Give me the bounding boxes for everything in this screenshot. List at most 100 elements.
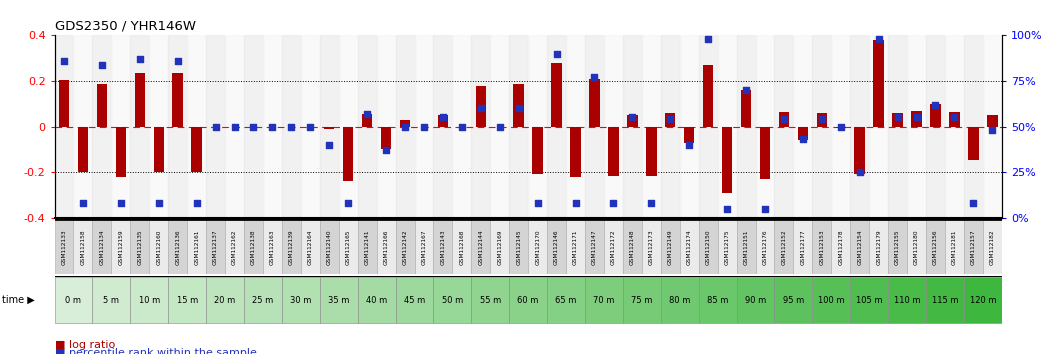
Bar	[115, 127, 126, 177]
Bar	[244, 277, 282, 323]
Bar	[244, 219, 263, 274]
Bar	[968, 127, 979, 160]
Bar	[414, 35, 433, 218]
Bar	[452, 35, 471, 218]
Bar	[661, 277, 699, 323]
Bar	[282, 277, 320, 323]
Text: GSM112147: GSM112147	[592, 229, 597, 265]
Bar	[168, 35, 187, 218]
Bar	[509, 277, 548, 323]
Bar	[358, 35, 377, 218]
Text: 75 m: 75 m	[631, 296, 652, 304]
Bar	[665, 113, 676, 127]
Point	[549, 51, 565, 56]
Bar	[774, 219, 793, 274]
Bar	[130, 219, 149, 274]
Point	[568, 200, 584, 206]
Point	[643, 200, 660, 206]
Text: GSM112181: GSM112181	[951, 229, 957, 265]
Text: GSM112176: GSM112176	[763, 229, 768, 265]
Point	[378, 147, 394, 153]
Bar	[699, 277, 736, 323]
Bar	[301, 35, 320, 218]
Text: 30 m: 30 m	[291, 296, 312, 304]
Bar	[566, 35, 585, 218]
Text: GSM112162: GSM112162	[232, 229, 237, 265]
Bar	[680, 219, 699, 274]
Text: GSM112136: GSM112136	[175, 229, 180, 265]
Bar	[92, 277, 130, 323]
Bar	[983, 219, 1002, 274]
Bar	[797, 127, 808, 140]
Bar	[964, 35, 983, 218]
Point	[984, 127, 1001, 133]
Bar	[926, 35, 945, 218]
Bar	[187, 219, 206, 274]
Bar	[414, 219, 433, 274]
Bar	[855, 127, 865, 175]
Bar	[874, 40, 884, 127]
Bar	[400, 120, 410, 127]
Bar	[514, 84, 523, 127]
Bar	[206, 277, 244, 323]
Bar	[111, 219, 130, 274]
Text: GSM112157: GSM112157	[971, 229, 976, 265]
Bar	[736, 219, 755, 274]
Text: GSM112155: GSM112155	[895, 229, 900, 265]
Bar	[395, 277, 433, 323]
Text: GSM112165: GSM112165	[346, 229, 350, 265]
Text: 80 m: 80 m	[669, 296, 690, 304]
Text: GSM112148: GSM112148	[629, 229, 635, 265]
Text: GSM112180: GSM112180	[914, 229, 919, 265]
Bar	[661, 35, 680, 218]
Bar	[870, 35, 889, 218]
Bar	[851, 277, 889, 323]
Bar	[987, 115, 998, 127]
Text: GSM112134: GSM112134	[100, 229, 105, 265]
Bar	[755, 35, 774, 218]
Point	[340, 200, 357, 206]
Bar	[831, 35, 851, 218]
Point	[775, 116, 792, 122]
Text: 55 m: 55 m	[479, 296, 501, 304]
Point	[434, 115, 451, 120]
Bar	[97, 84, 107, 127]
Bar	[722, 127, 732, 193]
Bar	[608, 127, 619, 176]
Text: GSM112168: GSM112168	[459, 229, 465, 265]
Text: GSM112160: GSM112160	[156, 229, 162, 265]
Bar	[358, 219, 377, 274]
Text: 5 m: 5 m	[104, 296, 120, 304]
Text: time ▶: time ▶	[2, 295, 35, 305]
Bar	[263, 35, 282, 218]
Text: GSM112150: GSM112150	[706, 229, 710, 265]
Text: GSM112137: GSM112137	[213, 229, 218, 265]
Point	[756, 206, 773, 211]
Bar	[759, 127, 770, 179]
Bar	[130, 277, 168, 323]
Bar	[92, 35, 111, 218]
Bar	[226, 35, 244, 218]
Bar	[718, 35, 736, 218]
Bar	[907, 35, 926, 218]
Bar	[134, 73, 145, 127]
Bar	[755, 219, 774, 274]
Point	[227, 124, 243, 130]
Bar	[851, 219, 870, 274]
Bar	[736, 35, 755, 218]
Bar	[187, 35, 206, 218]
Bar	[301, 219, 320, 274]
Bar	[149, 219, 168, 274]
Bar	[627, 115, 638, 127]
Point	[150, 200, 167, 206]
Point	[397, 124, 413, 130]
Point	[472, 105, 489, 111]
Bar	[111, 35, 130, 218]
Bar	[168, 219, 187, 274]
Bar	[509, 35, 528, 218]
Bar	[566, 219, 585, 274]
Text: GSM112175: GSM112175	[725, 229, 730, 265]
Point	[112, 200, 129, 206]
Bar	[452, 219, 471, 274]
Bar	[680, 35, 699, 218]
